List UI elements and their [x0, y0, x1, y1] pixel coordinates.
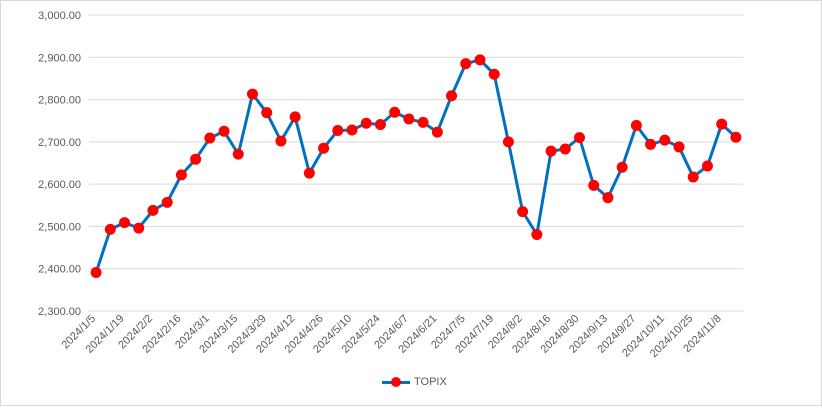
data-point [303, 167, 315, 179]
data-point [346, 124, 358, 136]
series-line-topix [94, 58, 737, 273]
data-point [147, 204, 159, 216]
data-point [232, 148, 244, 160]
data-point [460, 58, 472, 70]
data-point [687, 171, 699, 183]
y-tick-label: 2,300.00 [38, 306, 81, 318]
data-point [161, 196, 173, 208]
gridlines [89, 14, 743, 312]
legend-swatch-icon [382, 377, 410, 387]
data-point [275, 135, 287, 147]
y-tick-label: 2,600.00 [38, 179, 81, 191]
y-tick-label: 2,700.00 [38, 137, 81, 149]
data-point [318, 142, 330, 154]
data-point [574, 132, 585, 144]
data-point [374, 119, 386, 131]
data-point [190, 153, 202, 165]
data-point [204, 132, 216, 144]
series-topix [90, 54, 742, 279]
data-point [218, 125, 230, 137]
data-point [531, 228, 543, 240]
data-point [446, 90, 458, 102]
data-point [630, 119, 642, 131]
data-point [133, 222, 145, 234]
data-point [673, 141, 685, 153]
data-point [517, 206, 529, 218]
data-point [616, 161, 628, 173]
data-point [502, 136, 514, 148]
data-point [403, 113, 415, 125]
data-point [175, 169, 187, 181]
data-point [289, 111, 301, 123]
data-point [90, 267, 102, 279]
data-point [545, 145, 557, 157]
legend-label: TOPIX [414, 376, 447, 388]
y-tick-label: 2,800.00 [38, 95, 81, 107]
y-tick-label: 3,000.00 [38, 10, 81, 22]
data-point [730, 131, 742, 143]
data-point [588, 179, 600, 191]
x-axis: 2024/1/52024/1/192024/2/22024/2/162024/3… [59, 313, 723, 360]
data-point [332, 124, 344, 136]
data-point [261, 107, 273, 119]
data-point [417, 116, 429, 128]
data-point [360, 117, 372, 129]
data-point [119, 217, 131, 229]
data-point [104, 223, 116, 235]
data-point [559, 143, 571, 155]
data-point [389, 106, 401, 118]
data-point [488, 68, 500, 80]
data-point [602, 192, 614, 204]
y-axis: 2,300.00 2,400.00 2,500.00 2,600.00 2,700.00… [38, 10, 81, 318]
data-point [701, 160, 713, 172]
data-point [247, 88, 258, 100]
legend: TOPIX [382, 376, 447, 388]
data-point [474, 54, 486, 66]
y-tick-label: 2,900.00 [38, 52, 81, 64]
y-tick-label: 2,500.00 [38, 221, 81, 233]
data-point [645, 138, 657, 150]
data-point [716, 118, 728, 130]
y-tick-label: 2,400.00 [38, 264, 81, 276]
legend-marker [391, 377, 401, 387]
data-point [431, 126, 443, 138]
data-point [659, 134, 671, 146]
